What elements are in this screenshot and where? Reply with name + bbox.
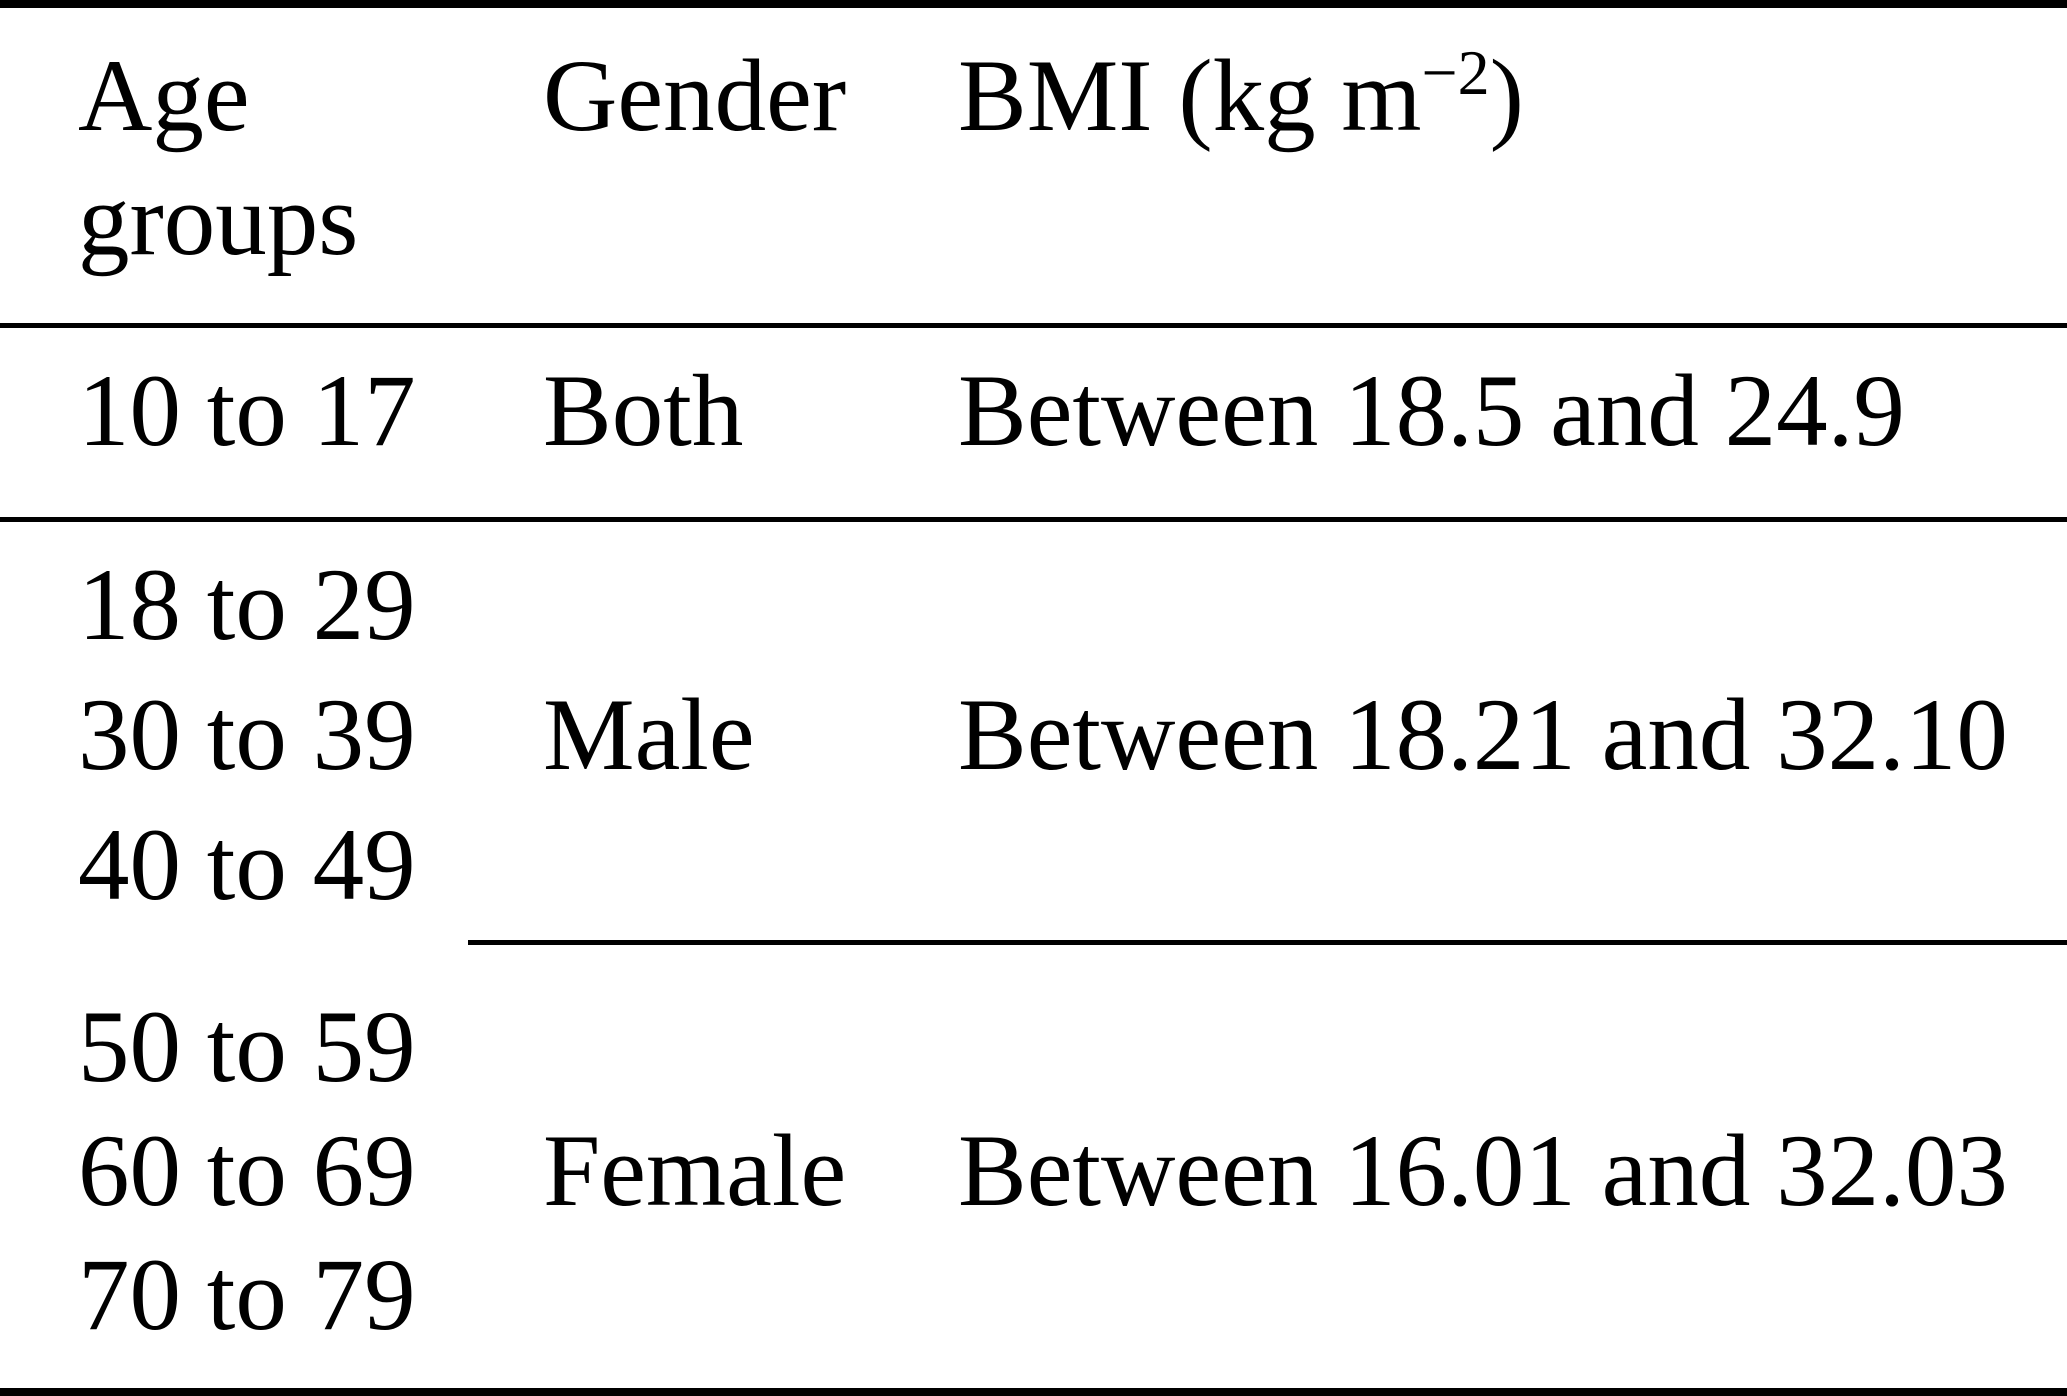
row-both-gender: Both bbox=[543, 354, 744, 468]
row-male-age-range-1: 18 to 29 bbox=[78, 548, 416, 662]
header-bmi-unit-prefix: BMI (kg m bbox=[958, 39, 1422, 153]
header-bmi-unit-suffix: ) bbox=[1489, 39, 1524, 153]
row-male-bmi-range: Between 18.21 and 32.10 bbox=[958, 678, 2008, 792]
header-age-groups-line2: groups bbox=[78, 163, 359, 277]
row-female-gender: Female bbox=[543, 1114, 847, 1228]
table-bottom-rule bbox=[0, 1388, 2067, 1396]
row-female-age-range-1: 50 to 59 bbox=[78, 990, 416, 1104]
row-male-age-range-2: 30 to 39 bbox=[78, 678, 416, 792]
row-male-age-range-3: 40 to 49 bbox=[78, 808, 416, 922]
row-female-age-range-3: 70 to 79 bbox=[78, 1238, 416, 1352]
header-age-groups-line1: Age bbox=[78, 39, 250, 153]
row-both-bmi-range: Between 18.5 and 24.9 bbox=[958, 354, 1905, 468]
header-bottom-rule bbox=[0, 323, 2067, 328]
row-female-bmi-range: Between 16.01 and 32.03 bbox=[958, 1114, 2008, 1228]
row1-bottom-rule bbox=[0, 517, 2067, 522]
header-bmi: BMI (kg m−2) bbox=[958, 41, 1524, 148]
male-female-divider-rule bbox=[468, 940, 2067, 945]
row-male-gender: Male bbox=[543, 678, 755, 792]
row-both-age-range: 10 to 17 bbox=[78, 354, 416, 468]
row-female-age-range-2: 60 to 69 bbox=[78, 1114, 416, 1228]
header-bmi-unit-exponent: −2 bbox=[1421, 37, 1490, 108]
header-gender: Gender bbox=[543, 39, 847, 153]
table-top-rule bbox=[0, 0, 2067, 8]
